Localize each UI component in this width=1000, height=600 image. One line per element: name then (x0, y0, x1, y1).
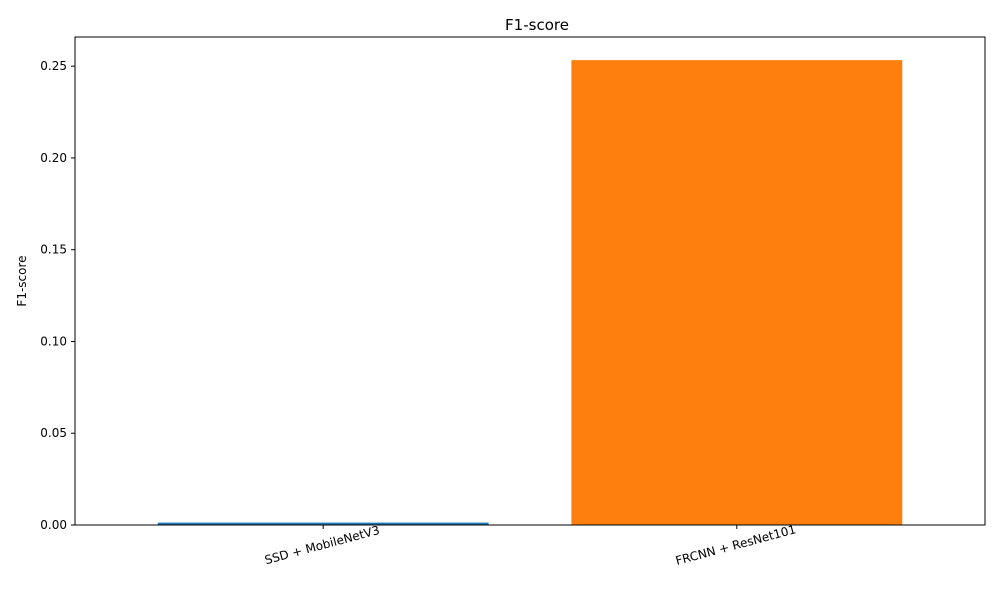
x-axis-ticks: SSD + MobileNetV3 FRCNN + ResNet101 (263, 522, 797, 568)
y-tick-label: 0.00 (40, 518, 67, 532)
y-tick-label: 0.25 (40, 59, 67, 73)
plot-frame (74, 36, 986, 526)
y-axis-ticks: 0.00 0.05 0.10 0.15 0.20 0.25 (40, 59, 75, 532)
x-tick-label-frcnn-resnet101: FRCNN + ResNet101 (674, 522, 797, 568)
x-tick-label-ssd-mobilenetv3: SSD + MobileNetV3 (263, 523, 381, 567)
y-tick-label: 0.10 (40, 334, 67, 348)
y-tick-label: 0.05 (40, 426, 67, 440)
y-tick-label: 0.20 (40, 151, 67, 165)
y-tick-label: 0.15 (40, 243, 67, 257)
bar-frcnn-resnet101 (571, 60, 903, 525)
bar-ssd-mobilenetv3 (157, 522, 489, 525)
chart-title: F1-score (505, 16, 569, 34)
bars-group (157, 60, 903, 525)
y-axis-label: F1-score (15, 255, 29, 306)
